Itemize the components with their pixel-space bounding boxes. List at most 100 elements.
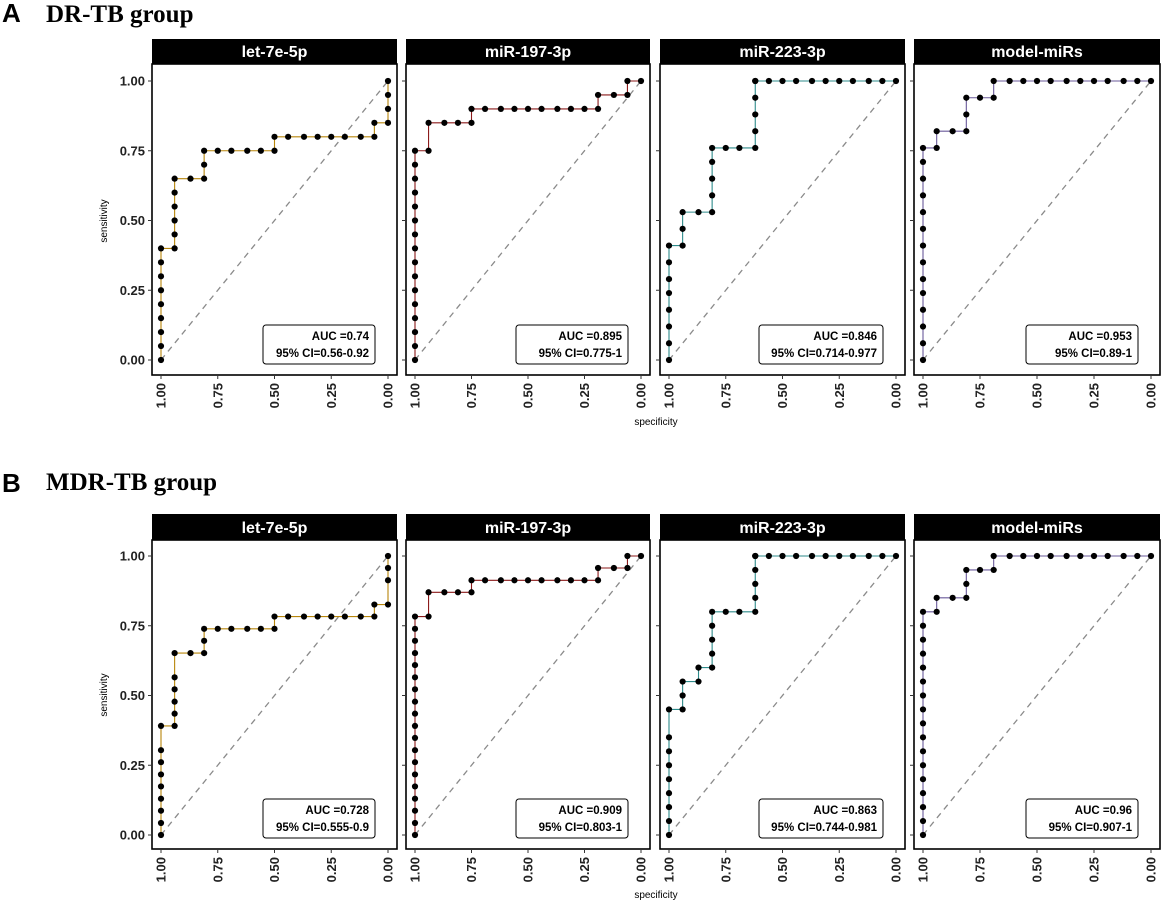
panel-b-let-7e-5p-roc-point [285,613,292,620]
panel-b-let-7e-5p-roc-point [201,637,208,644]
panel-a-let-7e-5p-roc-point [201,147,208,154]
panel-b-mir-197-3p-roc-point [411,649,419,657]
panel-a-mir-197-3p-auc-box [515,324,629,365]
panel-b-mir-197-3p-xtick-label: 1.00 [408,857,423,882]
panel-b-mir-197-3p-roc-point [481,577,489,584]
panel-b-model-mirs-roc-point [933,594,940,601]
panel-a-mir-197-3p-roc-point [524,105,532,112]
panel-b-model-mirs-roc-point [919,608,927,615]
panel-b-mir-197-3p-roc-point [468,577,475,584]
panel-b-mir-223-3p-roc-point [765,552,772,560]
panel-b-model-mirs-roc-point [919,622,927,629]
panel-a-let-7e-5p-reference-line [160,80,389,361]
panel-a-let-7e-5p-roc-point [244,147,251,154]
section-a-title: DR-TB group [46,1,194,28]
panel-b-mir-223-3p-ci-label: 95% CI=0.744-0.981 [771,822,877,834]
panel-b-let-7e-5p-xtick-label: 0.50 [267,857,282,882]
panel-b-let-7e-5p-roc-point [271,613,278,620]
panel-b-model-mirs-roc-point [990,552,997,560]
panel-b-let-7e-5p: let-7e-5p 0.00 0.25 0.50 0.75 1.00 1.00 0.75 0.5… [120,514,398,882]
panel-a-mir-223-3p-roc-point [709,192,716,199]
panel-b-let-7e-5p-strip [152,514,397,540]
panel-a-mir-197-3p-roc-point [411,189,419,196]
panel-b-let-7e-5p-roc-point [157,831,165,839]
panel-b-mir-197-3p-roc-point [554,577,561,584]
panel-b-mir-197-3p-xtick-label: 0.00 [634,857,649,882]
panel-a-model-mirs-xtick-label: 0.50 [1030,383,1045,408]
panel-b-mir-223-3p-roc-point [892,552,900,560]
panel-a-mir-223-3p-roc-point [752,111,759,118]
panel-a-mir-197-3p-roc-point [411,161,419,168]
panel-a-model-mirs-roc-point [1104,77,1111,85]
panel-b-mir-223-3p-xtick-label: 0.00 [889,857,904,882]
panel-a-model-mirs-roc-curve [922,80,1151,360]
panel-b-model-mirs-roc-point [1120,552,1127,560]
panel-a-model-mirs-roc-point [990,94,997,101]
panel-b-model-mirs-roc-point [976,566,984,574]
panel-a-mir-197-3p-roc-point [624,77,631,85]
panel-a-mir-197-3p-roc-point [481,105,489,112]
panel-b-model-mirs-roc-point [919,748,927,755]
panel-a-let-7e-5p-roc-point [300,133,308,140]
panel-b-model-mirs-roc-point [1077,552,1084,560]
panel-a-model-mirs-roc-point [1090,77,1098,85]
panel-b-mir-223-3p-roc-point [736,608,743,615]
panel-a-mir-197-3p-roc-point [411,329,419,336]
panel-b-mir-223-3p-xtick-label: 0.75 [718,857,733,882]
panel-b-mir-197-3p-strip-title: miR-197-3p [485,520,571,537]
panel-b-model-mirs-auc-box [1025,798,1139,839]
panel-a-mir-197-3p-roc-point [411,259,419,266]
panel-b-model-mirs-roc-point [919,817,927,825]
panel-b-model-mirs-xtick-label: 0.50 [1030,857,1045,882]
panel-b-let-7e-5p-roc-point [257,625,264,632]
panel-a-let-7e-5p-ytick-label: 1.00 [120,74,145,89]
panel-b-mir-197-3p-roc-point [624,552,631,560]
panel-b-let-7e-5p-xtick-label: 0.75 [210,857,225,882]
panel-b-mir-197-3p-roc-point [497,577,504,584]
panel-b-mir-223-3p-roc-point [779,552,786,560]
panel-a-let-7e-5p-roc-point [228,147,235,154]
panel-a-model-mirs-roc-point [919,275,927,283]
panel-a-mir-197-3p-strip-title: miR-197-3p [485,44,571,61]
panel-a-model-mirs-roc-point [1047,77,1054,85]
panel-a-let-7e-5p-roc-point [314,133,321,140]
panel-b-mir-197-3p-ci-label: 95% CI=0.803-1 [539,822,623,834]
panel-a-model-mirs-roc-point [990,77,997,85]
panel-a-let-7e-5p-ytick-label: 0.25 [120,283,145,298]
panel-b-mir-223-3p-roc-point [879,552,886,560]
panel-a-let-7e-5p-roc-point [157,342,165,350]
panel-b-model-mirs-roc-point [919,762,927,769]
panel-a-mir-197-3p-xtick-label: 0.00 [634,383,649,408]
panel-a-let-7e-5p-xtick-label: 0.75 [210,383,225,408]
panel-b-mir-197-3p-roc-point [511,577,518,584]
panel-a-mir-223-3p-roc-point [679,242,686,249]
panel-a-mir-197-3p-roc-point [411,356,419,364]
panel-a-model-mirs-roc-point [1020,77,1027,85]
panel-a-mir-223-3p-roc-point [752,94,759,101]
panel-b-let-7e-5p-roc-point [157,722,165,730]
panel-b-let-7e-5p-roc-point [244,625,251,632]
panel-b-let-7e-5p-roc-point [341,613,348,620]
panel-b-model-mirs-roc-point [1063,552,1070,560]
panel-b-mir-223-3p-roc-point [752,552,759,560]
panel-a-mir-223-3p-reference-line [668,80,897,361]
panel-a-model-mirs: model-miRs 1.00 0.75 0.50 0.25 0.00 AUC =0.953… [910,39,1161,408]
panel-b-mir-223-3p-roc-point [665,762,673,769]
panel-a-let-7e-5p-roc-point [201,161,208,168]
panel-a-model-mirs-roc-point [1147,77,1155,85]
panel-a-mir-223-3p-roc-point [665,340,673,347]
panel-a-let-7e-5p-ytick-label: 0.50 [120,213,145,228]
panel-a-model-mirs-roc-point [919,175,927,182]
panel-a-mir-223-3p-roc-curve [668,80,896,360]
panel-a-let-7e-5p-roc-point [271,133,278,140]
panel-b-model-mirs-roc-point [919,776,927,783]
panel-a-mir-223-3p-xtick-label: 0.25 [832,383,847,408]
panel-a-mir-197-3p-xtick-label: 0.75 [464,383,479,408]
panel-a-mir-223-3p-roc-point [665,259,673,266]
panel-b-mir-197-3p-roc-point [454,589,462,596]
panel-b-let-7e-5p-roc-point [314,613,321,620]
panel-a-model-mirs-roc-point [976,94,984,101]
panel-a-let-7e-5p-roc-point [384,105,392,112]
panel-b-model-mirs-roc-point [919,650,927,657]
panel-b-mir-223-3p-roc-point [752,594,759,601]
